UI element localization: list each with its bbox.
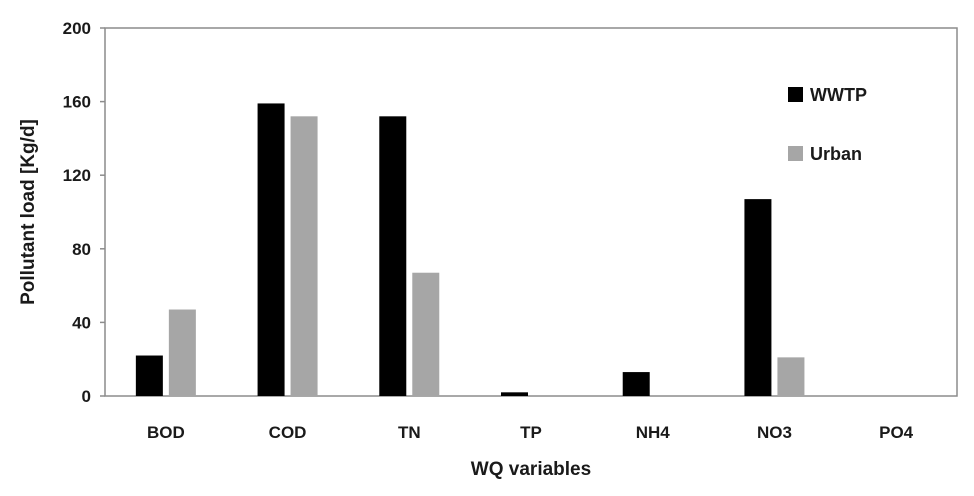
x-tick-label: BOD — [147, 423, 185, 442]
y-tick-label: 120 — [63, 166, 91, 185]
bar-wwtp-tp — [501, 392, 528, 396]
bars-group — [135, 103, 805, 396]
x-tick-label: TP — [520, 423, 542, 442]
legend: WWTP Urban — [788, 85, 867, 164]
bar-urban-bod — [168, 309, 196, 396]
x-tick-label: NO3 — [757, 423, 792, 442]
bar-urban-cod — [290, 116, 318, 396]
x-tick-label: COD — [269, 423, 307, 442]
legend-label-urban: Urban — [810, 144, 862, 164]
bar-wwtp-tn — [379, 116, 407, 396]
bar-wwtp-nh4 — [622, 372, 650, 396]
x-tick-label: TN — [398, 423, 421, 442]
bar-urban-tn — [412, 272, 440, 396]
legend-swatch-urban — [788, 146, 803, 161]
x-axis-ticks: BOD COD TN TP NH4 NO3 PO4 — [147, 423, 914, 442]
y-tick-label: 80 — [72, 240, 91, 259]
bar-wwtp-cod — [257, 103, 285, 396]
y-tick-label: 40 — [72, 313, 91, 332]
x-tick-label: PO4 — [879, 423, 914, 442]
plot-frame — [104, 27, 958, 397]
y-axis-title: Pollutant load [Kg/d] — [18, 119, 39, 305]
y-tick-label: 160 — [63, 93, 91, 112]
y-tick-label: 0 — [82, 387, 91, 406]
y-tick-label: 200 — [63, 19, 91, 38]
legend-swatch-wwtp — [788, 87, 803, 102]
y-axis-ticks: 0 40 80 120 160 200 — [63, 19, 105, 406]
bar-wwtp-no3 — [744, 199, 772, 396]
x-axis-title: WQ variables — [471, 459, 591, 480]
legend-label-wwtp: WWTP — [810, 85, 867, 105]
x-tick-label: NH4 — [636, 423, 671, 442]
bar-urban-no3 — [777, 357, 805, 396]
bar-wwtp-bod — [135, 355, 163, 396]
